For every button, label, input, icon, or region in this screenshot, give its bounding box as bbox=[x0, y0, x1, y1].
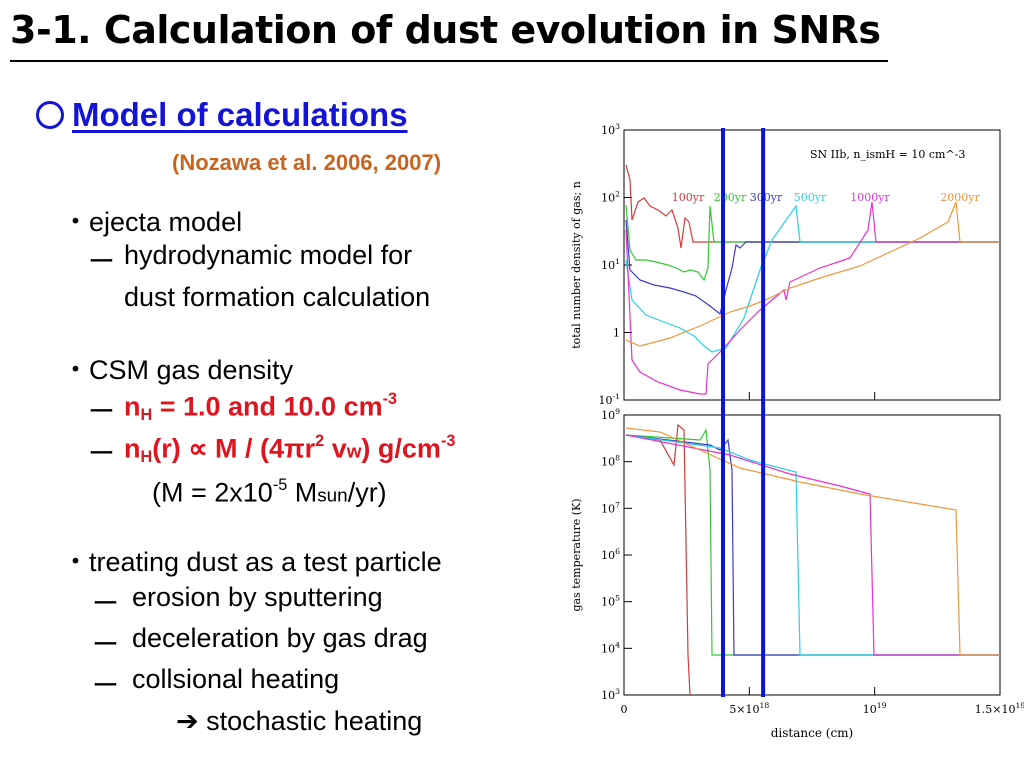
mass-sup: -5 bbox=[272, 476, 288, 494]
model-heading: Model of calculations bbox=[36, 96, 408, 134]
eq2-sup3: -3 bbox=[440, 432, 456, 450]
bullet-icon: ・ bbox=[62, 207, 89, 237]
csm-eq1-text: nH = 1.0 and 10.0 cm-3 bbox=[124, 390, 397, 425]
bullet-ejecta: ・ejecta model bbox=[62, 200, 242, 239]
temperature-curve-100yr bbox=[625, 423, 691, 696]
dust-item-1: ー erosion by sputtering bbox=[92, 582, 383, 621]
bullet-icon: ・ bbox=[62, 547, 89, 577]
series-label-300yr: 300yr bbox=[750, 191, 783, 204]
y-tick-label: 107 bbox=[601, 500, 620, 515]
series-label-200yr: 200yr bbox=[714, 191, 747, 204]
dust-item-text: deceleration by gas drag bbox=[132, 623, 428, 653]
bullet-dust: ・treating dust as a test particle bbox=[62, 540, 442, 579]
bullet-csm-text: CSM gas density bbox=[89, 355, 294, 385]
plot-svg: 10-1 1 101 102 103 103 104 105 106 107 108 109 0 5×10… bbox=[570, 122, 1024, 740]
dash-icon: ー bbox=[88, 247, 115, 277]
top-panel-frame bbox=[623, 129, 1001, 401]
x-tick-label: 1.5×1019 bbox=[975, 701, 1024, 716]
density-curve-200yr bbox=[625, 204, 1000, 282]
reference-citation: (Nozawa et al. 2006, 2007) bbox=[172, 150, 442, 175]
x-tick-label: 0 bbox=[621, 703, 628, 716]
x-tick-label: 5×1018 bbox=[729, 701, 769, 716]
top-y-axis-label: total number density of gas; n bbox=[570, 181, 583, 349]
simulation-plot: 10-1 1 101 102 103 103 104 105 106 107 108 109 0 5×10… bbox=[560, 110, 1024, 768]
mass-c: /yr) bbox=[347, 477, 387, 508]
arrow-right-icon: ➔ bbox=[176, 706, 199, 736]
dust-item-text: erosion by sputtering bbox=[132, 582, 383, 612]
eq2-part1: (r) ∝ M / (4πr bbox=[152, 433, 316, 464]
bullet-dust-text: treating dust as a test particle bbox=[89, 547, 442, 577]
y-tick-label: 104 bbox=[601, 640, 620, 655]
circle-icon bbox=[36, 101, 64, 129]
dust-item-2: ー deceleration by gas drag bbox=[92, 623, 428, 662]
dust-result-text: stochastic heating bbox=[206, 706, 423, 736]
dash-icon: ー bbox=[92, 630, 119, 660]
eq1-sub: H bbox=[140, 406, 153, 425]
mass-sun: sun bbox=[317, 485, 348, 507]
temperature-curve-2000yr bbox=[625, 427, 1000, 656]
y-tick-label: 108 bbox=[601, 454, 620, 469]
slide-title: 3-1. Calculation of dust evolution in SN… bbox=[10, 8, 881, 52]
y-tick-label: 106 bbox=[601, 547, 620, 562]
dust-item-3: ー collsional heating bbox=[92, 664, 339, 703]
model-heading-text: Model of calculations bbox=[72, 96, 408, 133]
title-underline bbox=[10, 60, 888, 62]
y-tick-label: 103 bbox=[601, 122, 620, 137]
density-curve-1000yr bbox=[625, 201, 1000, 395]
eq2-part3: ) g/cm bbox=[361, 433, 441, 464]
temperature-curve-1000yr bbox=[625, 434, 1000, 656]
dust-item-text: collsional heating bbox=[132, 664, 340, 694]
ejecta-sub1: ー hydrodynamic model for bbox=[88, 240, 412, 279]
dash-icon: ー bbox=[92, 671, 119, 701]
y-tick-label: 102 bbox=[601, 190, 620, 205]
csm-eq2-text: nH(r) ∝ M / (4πr2 vw) g/cm-3 bbox=[124, 432, 455, 467]
ejecta-sub2-text: dust formation calculation bbox=[124, 282, 431, 312]
series-label-2000yr: 2000yr bbox=[940, 191, 980, 204]
series-label-1000yr: 1000yr bbox=[850, 191, 890, 204]
eq1-rest: = 1.0 and 10.0 cm bbox=[152, 391, 383, 422]
y-tick-label: 10-1 bbox=[599, 392, 621, 407]
mass-b: M bbox=[287, 477, 318, 508]
plot-annotation: SN IIb, n_ismH = 10 cm^-3 bbox=[810, 148, 965, 161]
dash-icon: ー bbox=[88, 397, 115, 427]
temperature-curve-200yr bbox=[625, 428, 1000, 656]
eq2-part2: v bbox=[324, 433, 347, 464]
y-tick-label: 103 bbox=[601, 687, 620, 702]
bullet-ejecta-text: ejecta model bbox=[89, 207, 243, 237]
dash-icon: ー bbox=[92, 589, 119, 619]
csm-eq1: ー nH = 1.0 and 10.0 cm-3 bbox=[88, 390, 397, 429]
density-curve-500yr bbox=[625, 204, 1000, 353]
bullet-icon: ・ bbox=[62, 355, 89, 385]
bottom-panel-frame bbox=[623, 414, 1001, 696]
bullet-csm: ・CSM gas density bbox=[62, 348, 293, 387]
mass-a: (M = 2x10 bbox=[152, 477, 273, 508]
bottom-y-axis-label: gas temperature (K) bbox=[570, 498, 583, 611]
y-tick-label: 109 bbox=[601, 407, 620, 422]
eq1-n: n bbox=[124, 391, 141, 422]
temperature-curve-500yr bbox=[625, 434, 1000, 656]
ejecta-sub1-text: hydrodynamic model for bbox=[124, 240, 413, 270]
eq2-n: n bbox=[124, 433, 141, 464]
dash-icon: ー bbox=[88, 439, 115, 469]
series-label-500yr: 500yr bbox=[794, 191, 827, 204]
y-tick-label: 1 bbox=[613, 327, 620, 340]
x-axis-label: distance (cm) bbox=[771, 726, 853, 740]
y-tick-label: 105 bbox=[601, 594, 620, 609]
series-label-100yr: 100yr bbox=[672, 191, 705, 204]
eq2-w: w bbox=[346, 441, 362, 463]
eq2-sub: H bbox=[140, 448, 153, 467]
temperature-curve-300yr bbox=[625, 434, 1000, 656]
density-curve-300yr bbox=[625, 219, 1000, 316]
eq1-sup: -3 bbox=[382, 390, 397, 408]
density-curve-100yr bbox=[625, 164, 1000, 249]
csm-mass-loss: (M = 2x10-5 Msun/yr) bbox=[152, 476, 387, 508]
x-tick-label: 1019 bbox=[863, 701, 887, 716]
density-curve-2000yr bbox=[625, 201, 1000, 347]
csm-eq2: ー nH(r) ∝ M / (4πr2 vw) g/cm-3 bbox=[88, 432, 455, 471]
eq2-sup2: 2 bbox=[315, 432, 325, 450]
dust-result: ➔ stochastic heating bbox=[176, 706, 422, 737]
y-tick-label: 101 bbox=[601, 257, 620, 272]
